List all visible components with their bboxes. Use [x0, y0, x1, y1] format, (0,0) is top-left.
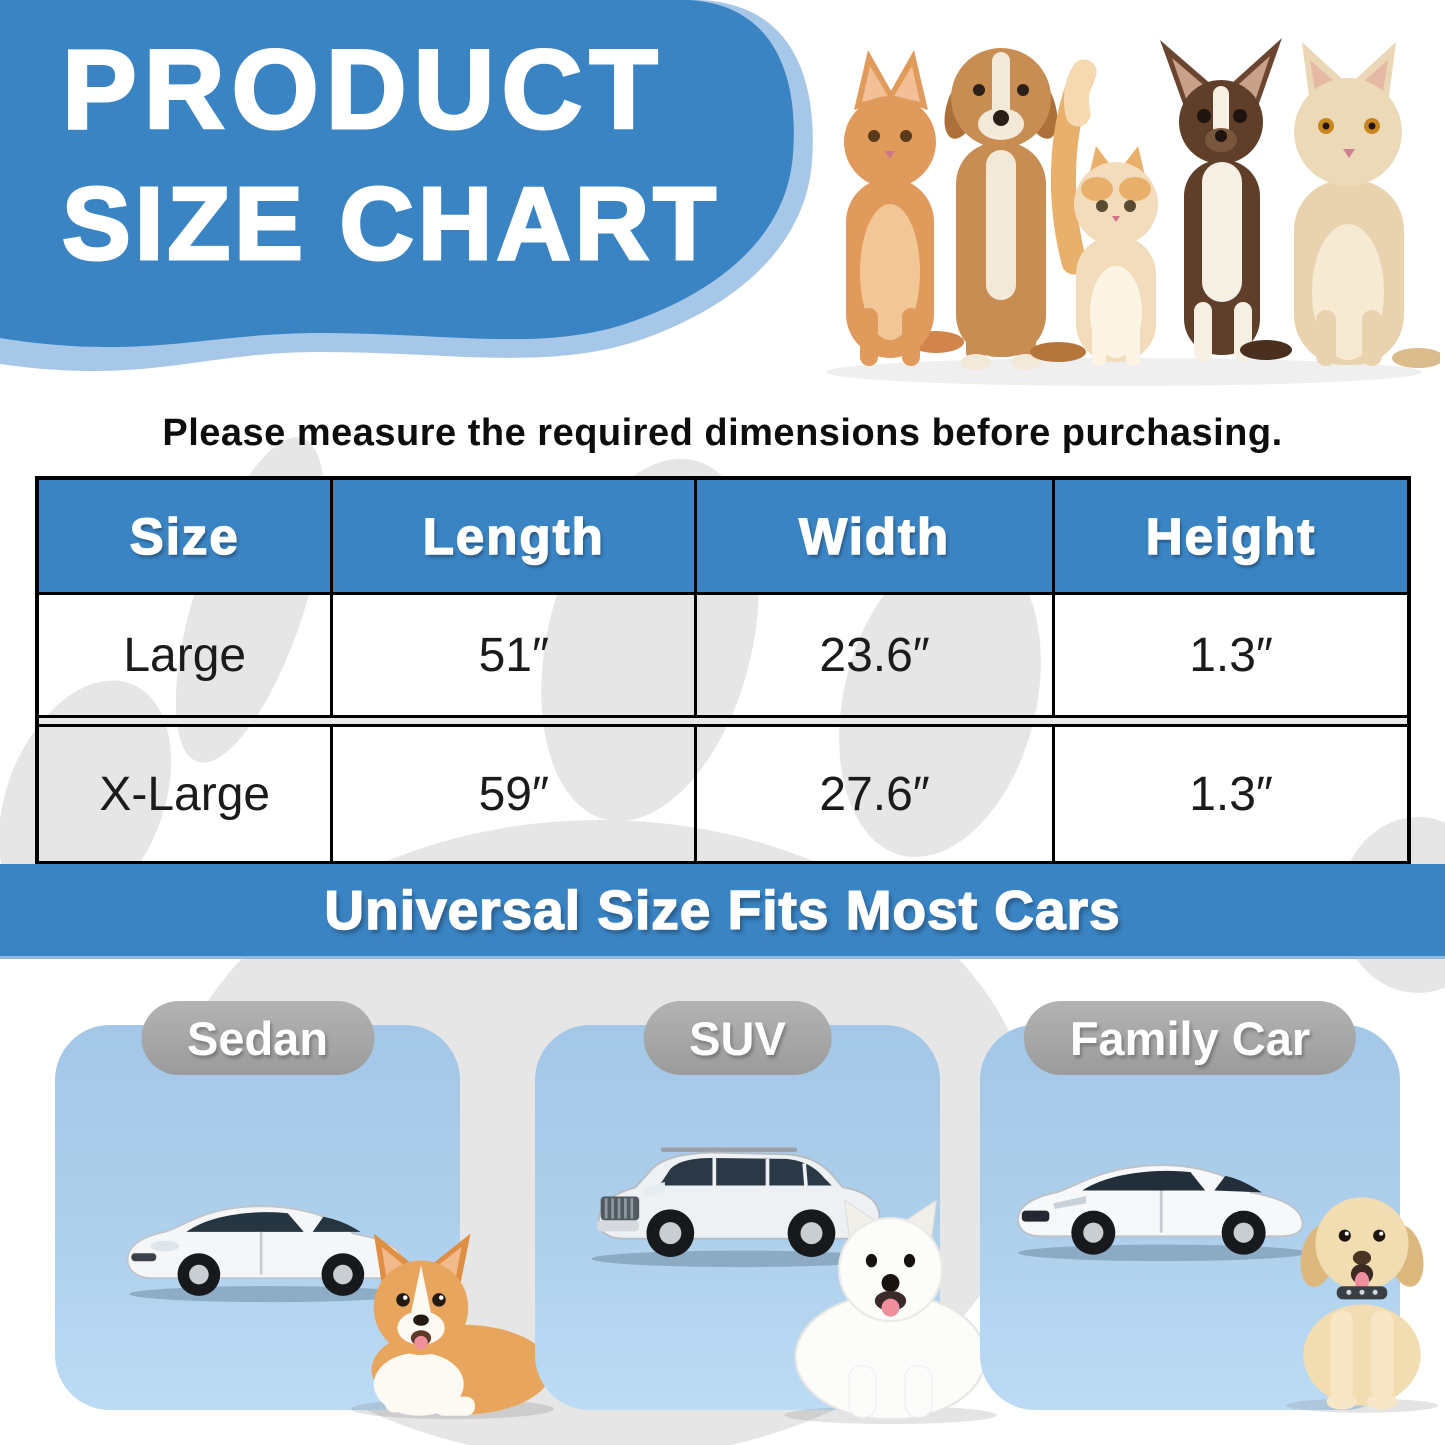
card-sedan: Sedan: [55, 1001, 554, 1419]
universal-size-banner: Universal Size Fits Most Cars: [0, 864, 1445, 959]
pets-group-photo: [826, 38, 1440, 386]
corgi-dog-icon: [351, 1233, 554, 1419]
family-car-label: Family Car: [1069, 1011, 1311, 1065]
page-title: PRODUCT SIZE CHART: [61, 27, 720, 281]
table-row-large: Large 51″ 23.6″ 1.3″: [35, 592, 1411, 718]
sedan-label: Sedan: [186, 1011, 329, 1065]
sedan-pill: Sedan: [140, 1001, 375, 1075]
chihuahua-icon: [1160, 38, 1292, 362]
cell-size: X-Large: [35, 724, 334, 865]
header: PRODUCT SIZE CHART: [0, 0, 1445, 400]
sedan-car-icon: [126, 1205, 411, 1303]
cell-length: 59″: [330, 724, 698, 865]
table-header-row: Size Length Width Height: [35, 476, 1411, 595]
col-header-size: Size: [35, 476, 334, 595]
cell-size: Large: [35, 592, 334, 718]
golden-puppy-icon: [1286, 1197, 1438, 1413]
col-header-height: Height: [1052, 476, 1411, 595]
cream-flat-face-cat-icon: [1050, 59, 1158, 366]
cell-length: 51″: [330, 592, 698, 718]
blue-blob-shape: [0, 0, 813, 371]
suv-pill: SUV: [643, 1001, 832, 1075]
cell-width: 27.6″: [694, 724, 1056, 865]
size-table-wrap: Size Length Width Height Large 51″ 23.6″…: [35, 476, 1411, 865]
samoyed-dog-icon: [784, 1199, 997, 1424]
cell-width: 23.6″: [694, 592, 1056, 718]
banner-text: Universal Size Fits Most Cars: [324, 878, 1121, 942]
page-title-line1: PRODUCT: [61, 27, 665, 152]
measure-note: Please measure the required dimensions b…: [162, 412, 1283, 454]
page-title-line2: SIZE CHART: [61, 166, 720, 281]
cream-cat-icon: [1294, 42, 1440, 368]
card-suv: SUV: [535, 1001, 997, 1424]
card-family-car: Family Car: [980, 1001, 1438, 1413]
family-car-icon: [1017, 1164, 1308, 1262]
table-row-xlarge: X-Large 59″ 27.6″ 1.3″: [35, 724, 1411, 865]
orange-tabby-cat-icon: [844, 50, 964, 366]
table-row-divider: [35, 715, 1411, 727]
family-car-pill: Family Car: [1023, 1001, 1357, 1075]
vehicle-cards: Sedan: [0, 1001, 1445, 1445]
brown-white-dog-icon: [944, 48, 1086, 370]
suv-label: SUV: [689, 1011, 786, 1065]
size-table: Size Length Width Height Large 51″ 23.6″…: [35, 476, 1411, 865]
cell-height: 1.3″: [1052, 592, 1411, 718]
cell-height: 1.3″: [1052, 724, 1411, 865]
col-header-length: Length: [330, 476, 698, 595]
col-header-width: Width: [694, 476, 1056, 595]
suv-car-icon: [591, 1147, 889, 1268]
